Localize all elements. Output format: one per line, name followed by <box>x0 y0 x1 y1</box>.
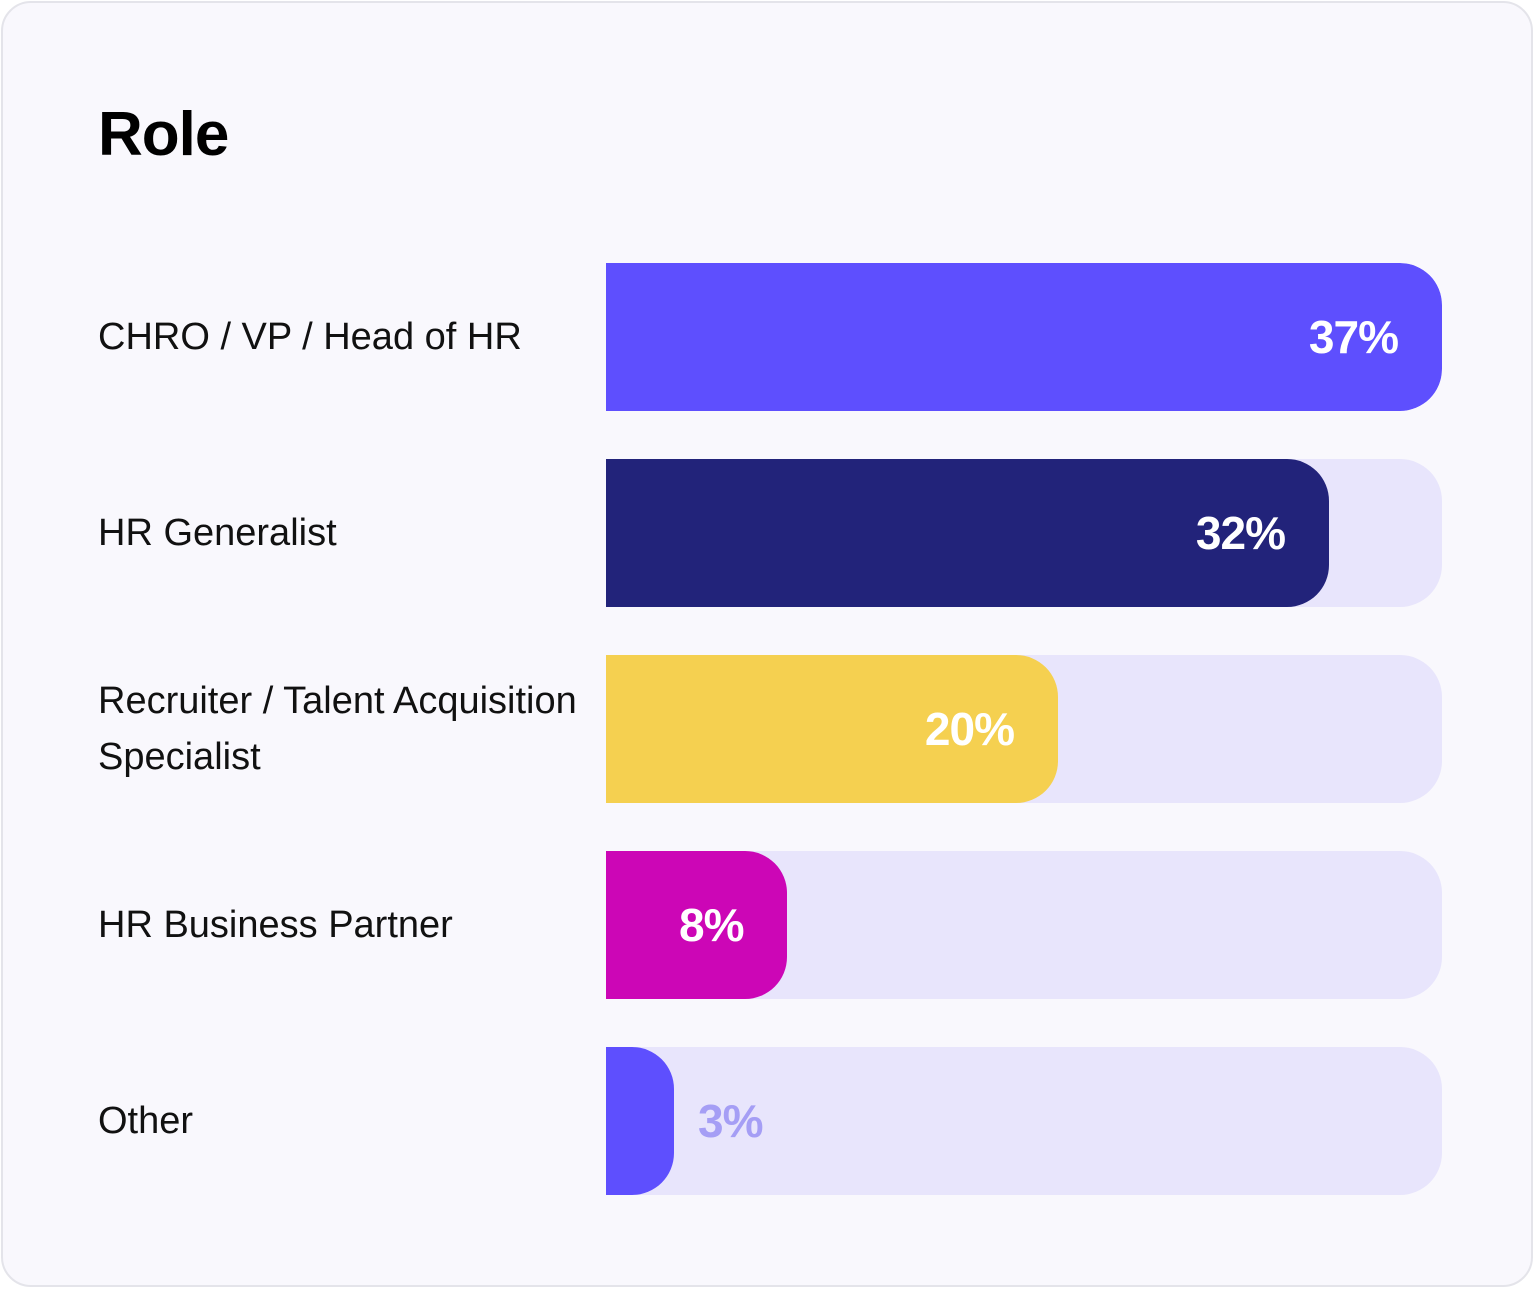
value-label: 37% <box>1308 311 1399 363</box>
category-label: CHRO / VP / Head of HR <box>98 316 522 358</box>
bar <box>606 851 787 999</box>
value-label: 32% <box>1195 507 1286 559</box>
bar-row: HR Generalist 32% <box>3 459 1531 607</box>
category-label: Recruiter / Talent Acquisition Specialis… <box>98 680 577 778</box>
category-label: HR Generalist <box>98 512 337 554</box>
value-label: 20% <box>924 703 1015 755</box>
bar-row: CHRO / VP / Head of HR 37% <box>3 263 1531 411</box>
bar-track: 32% <box>606 459 1442 607</box>
bar-track: 20% <box>606 655 1442 803</box>
value-label: 3% <box>698 1095 763 1147</box>
bar <box>606 263 1442 411</box>
bar-row: HR Business Partner 8% <box>3 851 1531 999</box>
bar <box>606 655 1058 803</box>
bar-track: 8% <box>606 851 1442 999</box>
bar-track: 37% <box>606 263 1442 411</box>
bar-track: 3% <box>606 1047 1442 1195</box>
chart-title: Role <box>98 100 229 169</box>
bar-row: Recruiter / Talent Acquisition Specialis… <box>3 655 1531 803</box>
category-label: Other <box>98 1100 194 1142</box>
category-label: HR Business Partner <box>98 904 453 946</box>
bar-rows: CHRO / VP / Head of HR 37% HR Generalist 32… <box>3 3 1531 1285</box>
value-label: 8% <box>679 899 744 951</box>
bar-row: Other 3% <box>3 1047 1531 1195</box>
bar <box>606 1047 674 1195</box>
bar <box>606 459 1329 607</box>
